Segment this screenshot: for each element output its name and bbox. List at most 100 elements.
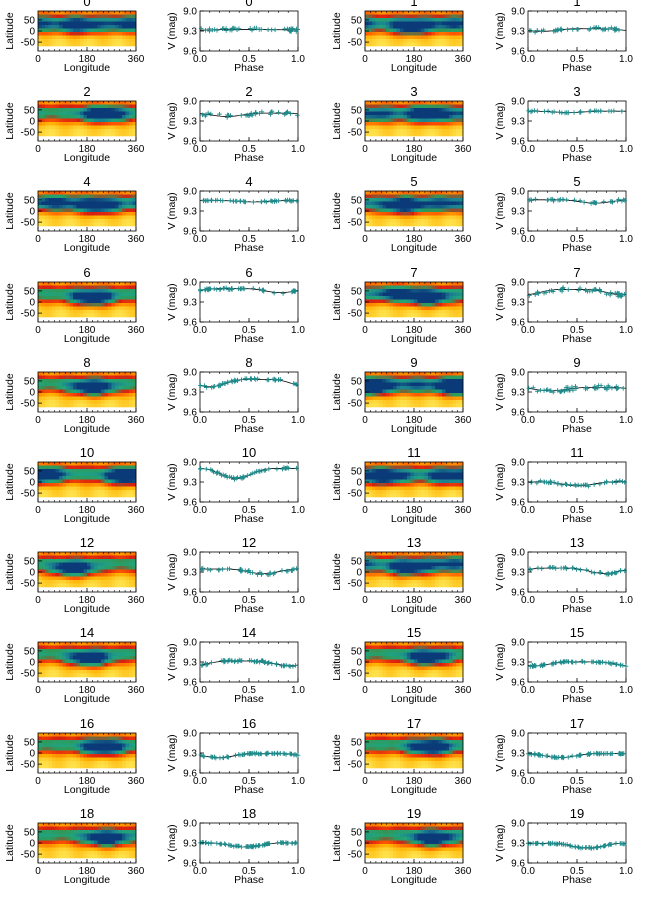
map-cell (372, 386, 376, 390)
map-cell (386, 219, 390, 223)
map-cell (83, 292, 88, 297)
map-cell (428, 403, 432, 408)
map-cell (83, 14, 88, 19)
map-cell (80, 400, 84, 404)
map-cell (445, 479, 450, 484)
map-cell (456, 313, 460, 318)
map-cell (90, 285, 95, 290)
lc-title: 8 (245, 355, 252, 370)
map-cell (431, 282, 436, 286)
map-cell (459, 465, 464, 470)
map-cell (87, 201, 91, 206)
map-cell (80, 396, 84, 401)
map-cell (452, 205, 457, 209)
map-cell (104, 25, 109, 29)
map-cell (41, 194, 46, 199)
map-cell (45, 289, 49, 293)
map-cell (456, 132, 460, 137)
map-cell (375, 205, 380, 209)
lc-point (543, 290, 549, 295)
map-cell (115, 396, 119, 401)
map-cell (45, 306, 49, 311)
lc-point (619, 109, 625, 114)
map-cell (372, 104, 376, 109)
map-cell (379, 403, 383, 408)
map-cell (129, 396, 133, 401)
map-cell (368, 296, 373, 300)
map-cell (45, 28, 49, 33)
lc-point (563, 481, 568, 487)
map-image (38, 191, 137, 227)
map-cell (386, 115, 390, 119)
map-cell (111, 292, 116, 297)
map-cell (104, 490, 109, 494)
map-cell (372, 490, 376, 494)
map-cell (76, 201, 81, 206)
map-cell (407, 389, 411, 394)
map-cell (122, 555, 126, 560)
map-cell (452, 18, 457, 22)
map-cell (435, 282, 439, 286)
map-cell (129, 469, 133, 473)
map-cell (118, 472, 123, 477)
lc-point (603, 385, 609, 391)
map-cell (431, 289, 436, 293)
map-cell (80, 472, 84, 477)
map-cell (108, 289, 112, 293)
map-cell (382, 212, 387, 216)
map-cell (52, 472, 56, 477)
map-cell (452, 382, 457, 387)
map-cell (379, 198, 383, 202)
map-cell (414, 372, 418, 376)
map-cell (442, 462, 446, 466)
map-cell (80, 191, 84, 195)
map-cell (417, 289, 422, 293)
map-cell (87, 11, 91, 15)
map-cell (87, 490, 91, 494)
map-cell (428, 313, 432, 318)
lc-point (534, 480, 540, 486)
map-cell (83, 462, 88, 466)
map-image (38, 11, 137, 47)
map-cell (115, 11, 119, 15)
map-cell (442, 386, 446, 390)
map-cell (445, 313, 450, 318)
map-cell (375, 292, 380, 297)
map-cell (400, 296, 404, 300)
map-cell (62, 472, 67, 477)
map-cell (94, 396, 98, 401)
x-tick-label: 360 (128, 54, 145, 65)
map-cell (379, 14, 383, 19)
map-cell (55, 21, 60, 26)
lc-point (197, 466, 203, 472)
map-cell (87, 469, 91, 473)
map-cell (76, 310, 81, 314)
map-cell (393, 18, 397, 22)
map-cell (76, 372, 81, 376)
map-cell (48, 372, 53, 376)
map-cell (428, 129, 432, 133)
map-cell (62, 310, 67, 314)
map-cell (438, 222, 443, 227)
lc-point (241, 474, 247, 480)
map-cell (87, 285, 91, 290)
map-cell (456, 403, 460, 408)
map-cell (94, 21, 98, 26)
map-cell (48, 472, 53, 477)
map-cell (118, 25, 123, 29)
lc-title: 5 (573, 174, 580, 189)
map-cell (80, 490, 84, 494)
map-cell (414, 208, 418, 213)
map-cell (108, 35, 112, 40)
map-cell (452, 469, 457, 473)
map-cell (435, 28, 439, 33)
map-cell (382, 205, 387, 209)
map-cell (414, 472, 418, 477)
map-cell (87, 39, 91, 43)
map-cell (375, 122, 380, 126)
map-cell (421, 393, 425, 397)
map-cell (62, 28, 67, 33)
map-cell (45, 493, 49, 498)
map-cell (445, 219, 450, 223)
map-cell (87, 212, 91, 216)
